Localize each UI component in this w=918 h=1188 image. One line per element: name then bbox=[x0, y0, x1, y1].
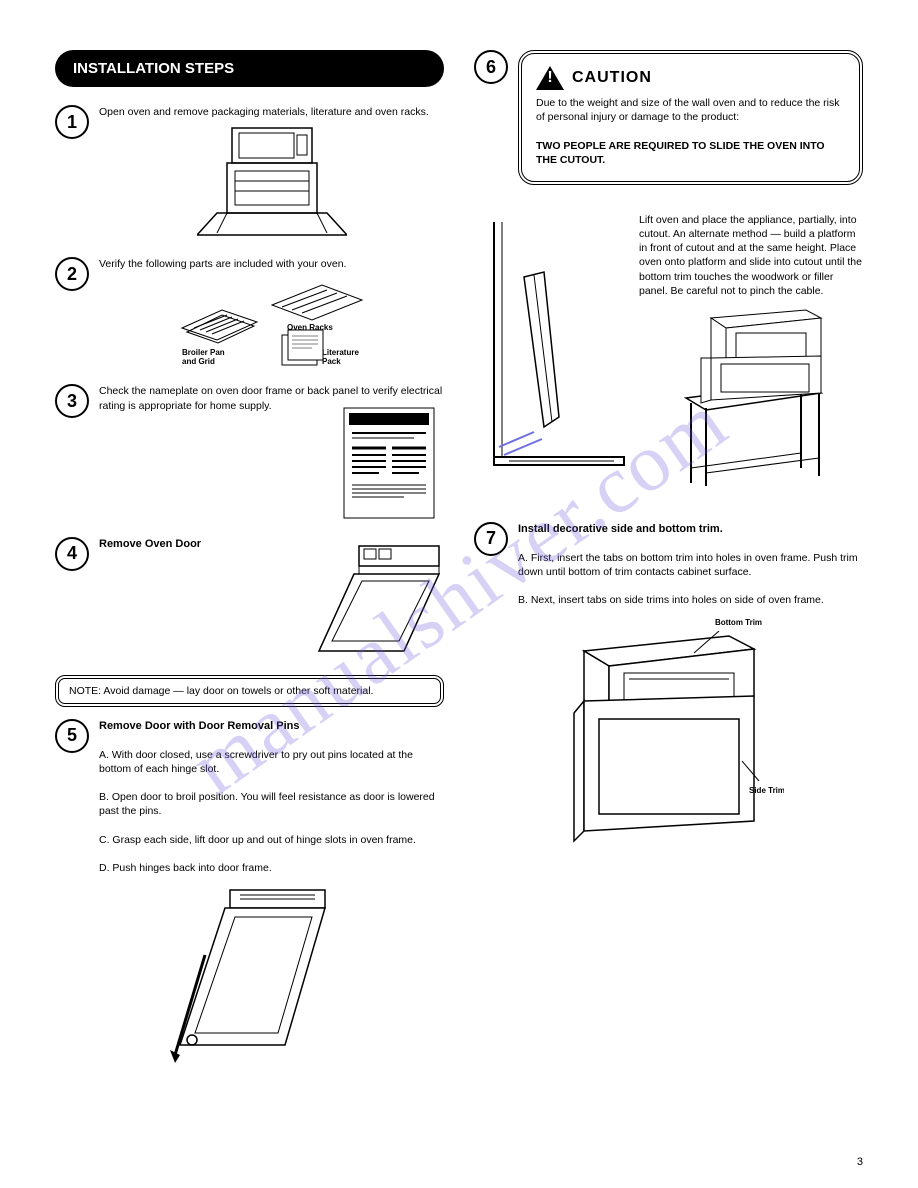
step-7-title: Install decorative side and bottom trim. bbox=[518, 523, 723, 535]
step-2-body: Verify the following parts are included … bbox=[99, 257, 444, 374]
step-7b: B. Next, insert tabs on side trims into … bbox=[518, 594, 824, 606]
two-column-layout: INSTALLATION STEPS 1 Open oven and remov… bbox=[55, 50, 863, 1069]
step-5-body: Remove Door with Door Removal Pins A. Wi… bbox=[99, 719, 444, 876]
slide-in-illustration bbox=[474, 217, 629, 477]
step-2: 2 Verify the following parts are include… bbox=[55, 257, 444, 374]
step-1-number: 1 bbox=[55, 105, 89, 139]
step-2-number: 2 bbox=[55, 257, 89, 291]
step-7: 7 Install decorative side and bottom tri… bbox=[474, 522, 863, 608]
step-4-number: 4 bbox=[55, 537, 89, 571]
step-5d: D. Push hinges back into door frame. bbox=[99, 862, 272, 874]
caution-lead-text: Due to the weight and size of the wall o… bbox=[536, 97, 840, 123]
caution-body: Due to the weight and size of the wall o… bbox=[536, 96, 845, 167]
step-1-text: Open oven and remove packaging materials… bbox=[99, 106, 429, 118]
step-5c: C. Grasp each side, lift door up and out… bbox=[99, 834, 416, 846]
step-1: 1 Open oven and remove packaging materia… bbox=[55, 105, 444, 247]
step-5: 5 Remove Door with Door Removal Pins A. … bbox=[55, 719, 444, 876]
step-5b: B. Open door to broil position. You will… bbox=[99, 791, 435, 817]
step-6-number: 6 bbox=[474, 50, 508, 84]
left-column: INSTALLATION STEPS 1 Open oven and remov… bbox=[55, 50, 444, 1069]
step-1-body: Open oven and remove packaging materials… bbox=[99, 105, 444, 247]
step-5-title: Remove Door with Door Removal Pins bbox=[99, 720, 299, 732]
door-remove-illustration bbox=[304, 541, 444, 661]
svg-text:Side Trim: Side Trim bbox=[749, 786, 784, 795]
step-4-body: Remove Oven Door bbox=[99, 537, 444, 665]
step-3: 3 Check the nameplate on oven door frame… bbox=[55, 384, 444, 526]
step-3-body: Check the nameplate on oven door frame o… bbox=[99, 384, 444, 526]
step-4-title: Remove Oven Door bbox=[99, 538, 201, 550]
svg-text:Literature: Literature bbox=[322, 348, 359, 357]
svg-text:Broiler Pan: Broiler Pan bbox=[182, 348, 225, 357]
nameplate-illustration bbox=[334, 403, 444, 523]
step-7-number: 7 bbox=[474, 522, 508, 556]
right-column: 6 CAUTION Due to the weight and size of … bbox=[474, 50, 863, 1069]
caution-box: CAUTION Due to the weight and size of th… bbox=[518, 50, 863, 185]
caution-header: CAUTION bbox=[536, 66, 845, 90]
step-4-note-box: NOTE: Avoid damage — lay door on towels … bbox=[55, 675, 444, 707]
caution-title: CAUTION bbox=[572, 69, 652, 87]
step-5-number: 5 bbox=[55, 719, 89, 753]
step-4-note-text: NOTE: Avoid damage — lay door on towels … bbox=[69, 685, 373, 697]
warning-triangle-icon bbox=[536, 66, 564, 90]
platform-illustration bbox=[671, 308, 831, 488]
installation-steps-heading: INSTALLATION STEPS bbox=[55, 50, 444, 87]
parts-illustration: Oven Racks Broiler Pan and Grid bbox=[172, 275, 372, 370]
step-7-body: Install decorative side and bottom trim.… bbox=[518, 522, 863, 608]
svg-text:and Grid: and Grid bbox=[182, 357, 215, 366]
step-2-text: Verify the following parts are included … bbox=[99, 258, 346, 270]
step-3-number: 3 bbox=[55, 384, 89, 418]
step-5a: A. With door closed, use a screwdriver t… bbox=[99, 749, 413, 775]
bottom-trim-label: Bottom Trim bbox=[614, 618, 863, 627]
trim-install-illustration: Side Trim bbox=[554, 631, 784, 851]
caution-bold-text: TWO PEOPLE ARE REQUIRED TO SLIDE THE OVE… bbox=[536, 140, 825, 166]
step-6-text: Lift oven and place the appliance, parti… bbox=[639, 213, 863, 298]
step-7a: A. First, insert the tabs on bottom trim… bbox=[518, 552, 858, 578]
step-6: 6 CAUTION Due to the weight and size of … bbox=[474, 50, 863, 203]
oven-open-illustration bbox=[197, 123, 347, 243]
step-4: 4 Remove Oven Door bbox=[55, 537, 444, 665]
svg-text:Pack: Pack bbox=[322, 357, 341, 366]
hinge-pin-illustration bbox=[170, 885, 330, 1065]
page-number: 3 bbox=[857, 1156, 863, 1168]
